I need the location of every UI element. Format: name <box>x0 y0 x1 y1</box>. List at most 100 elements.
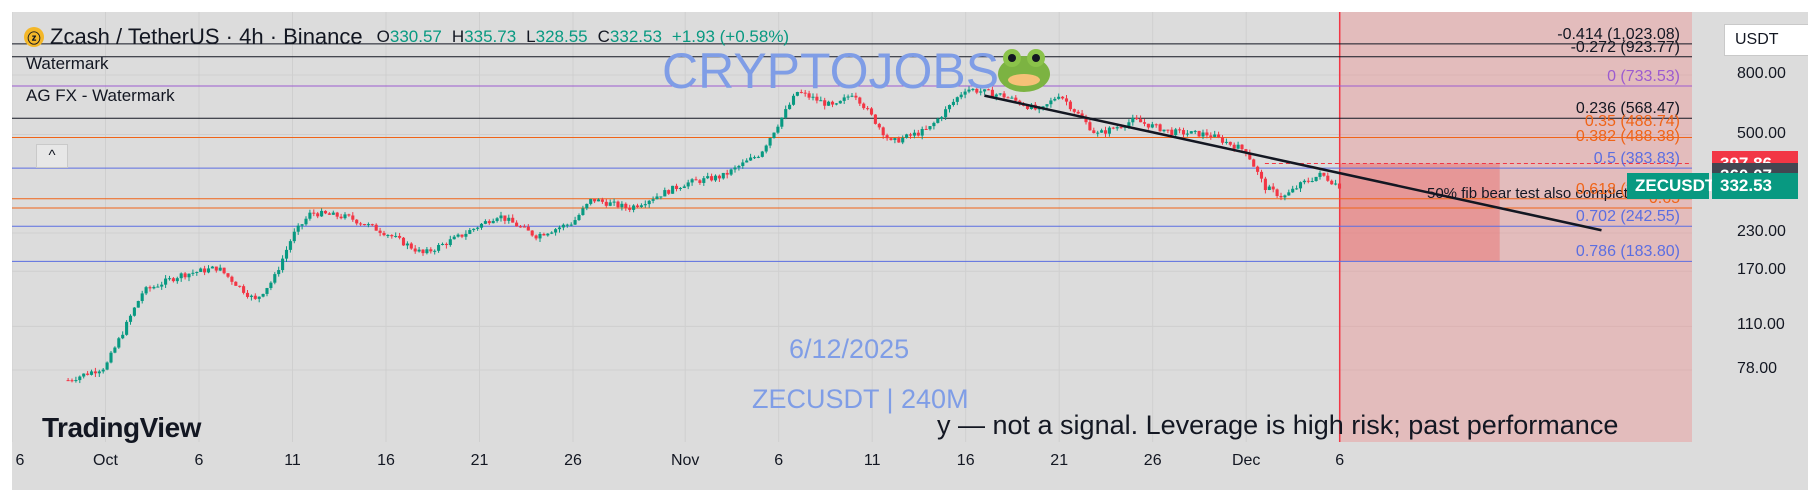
candle-body <box>967 89 971 92</box>
candle-body <box>89 371 94 375</box>
candle-body <box>452 236 456 240</box>
candle-body <box>1103 130 1108 134</box>
candle-body <box>920 128 924 136</box>
candle-body <box>1318 172 1322 177</box>
x-axis-tick: 11 <box>863 452 881 469</box>
candle-body <box>125 321 129 335</box>
indicator-watermark[interactable]: Watermark <box>26 54 109 73</box>
x-axis-tick: Nov <box>670 452 700 469</box>
candle-body <box>846 96 850 98</box>
candle-body <box>990 89 994 97</box>
candle-body <box>183 273 187 278</box>
candle-body <box>339 216 343 219</box>
projection-zone <box>1339 12 1692 442</box>
candle-body <box>78 376 82 381</box>
candle-body <box>437 244 441 251</box>
x-axis-tick: Dec <box>1231 452 1261 469</box>
candle-body <box>643 204 647 206</box>
candle-body <box>1279 196 1283 198</box>
candle-body <box>144 287 148 294</box>
candle-body <box>663 190 667 197</box>
candle-body <box>608 202 612 206</box>
candle-body <box>261 293 265 297</box>
candle-body <box>1197 130 1201 137</box>
candle-body <box>1295 188 1299 190</box>
chart-canvas[interactable] <box>12 12 1808 490</box>
candle-body <box>819 100 823 102</box>
candle-body <box>686 182 690 187</box>
candle-body <box>300 224 304 226</box>
x-axis-tick: 6 <box>1335 452 1345 469</box>
candle-body <box>405 243 409 246</box>
candle-body <box>1314 176 1318 182</box>
price-badge: 332.53 <box>1712 173 1798 200</box>
candle-body <box>912 132 916 136</box>
ohlc-key: O <box>376 27 390 46</box>
candle-body <box>1127 122 1131 127</box>
candle-body <box>460 234 464 237</box>
candle-body <box>721 172 725 179</box>
candle-body <box>1053 98 1057 101</box>
candle-body <box>924 128 928 130</box>
candle-body <box>1084 117 1088 123</box>
candle-body <box>862 103 866 109</box>
candle-body <box>148 287 152 289</box>
candle-body <box>655 196 659 200</box>
candle-body <box>495 218 499 221</box>
candle-body <box>448 239 452 246</box>
candle-body <box>1181 130 1186 135</box>
candle-body <box>596 199 601 202</box>
candle-body <box>1146 123 1150 128</box>
candle-body <box>281 258 285 271</box>
candle-body <box>534 235 538 239</box>
candle-body <box>694 179 698 181</box>
candle-body <box>483 221 487 224</box>
candle-body <box>651 199 655 201</box>
candle-body <box>121 334 125 339</box>
candle-body <box>550 232 554 234</box>
candle-body <box>546 233 550 236</box>
candle-body <box>1213 134 1217 137</box>
candle-body <box>632 205 636 210</box>
candle-body <box>218 267 222 271</box>
candle-body <box>639 205 643 207</box>
candle-body <box>417 249 421 252</box>
candle-body <box>156 286 160 288</box>
candle-body <box>1287 192 1291 196</box>
candle-body <box>105 362 109 370</box>
collapse-indicators-button[interactable]: ^ <box>36 144 68 168</box>
candle-body <box>1135 117 1139 120</box>
candle-body <box>487 221 491 224</box>
candle-body <box>499 215 503 219</box>
candle-body <box>1154 124 1158 126</box>
candle-body <box>979 91 983 93</box>
candle-body <box>245 292 250 297</box>
candle-body <box>940 117 944 119</box>
indicator-ag-fx-watermark[interactable]: AG FX - Watermark <box>26 86 175 105</box>
candle-body <box>589 198 593 204</box>
candle-body <box>394 235 398 237</box>
candle-body <box>1259 171 1264 179</box>
currency-button[interactable]: USDT <box>1724 24 1808 56</box>
candle-body <box>503 215 507 221</box>
y-axis-tick: 110.00 <box>1737 316 1785 334</box>
candle-body <box>713 175 718 181</box>
y-axis-tick: 78.00 <box>1737 360 1778 377</box>
candle-body <box>671 185 675 194</box>
candle-body <box>1271 186 1275 190</box>
candle-body <box>101 369 105 372</box>
candle-body <box>1131 117 1135 123</box>
symbol-title[interactable]: Zcash / TetherUS · 4h · Binance <box>50 24 363 49</box>
candle-body <box>573 220 577 225</box>
candle-body <box>401 237 406 246</box>
candle-body <box>464 233 468 237</box>
candle-body <box>238 285 242 287</box>
candle-body <box>760 151 764 157</box>
candle-body <box>1142 122 1147 124</box>
candle-body <box>706 176 710 179</box>
candle-body <box>421 249 425 254</box>
candle-body <box>928 126 932 130</box>
candle-body <box>93 371 97 374</box>
bear-trendline[interactable] <box>984 94 1602 232</box>
candle-body <box>780 117 784 127</box>
